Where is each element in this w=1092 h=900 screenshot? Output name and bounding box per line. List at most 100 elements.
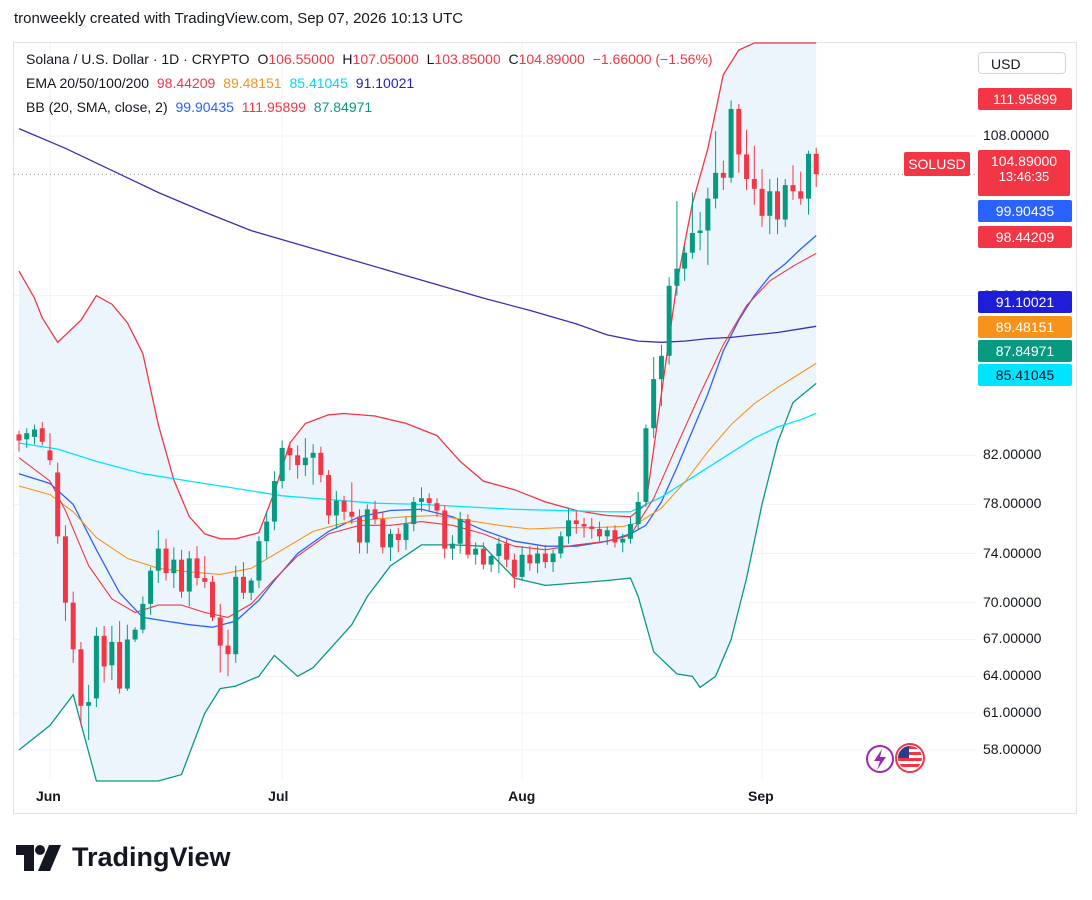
candle-body [341,500,347,512]
candle-body [148,570,154,604]
candle [658,344,664,407]
candle-body [612,530,618,543]
candle [194,546,200,586]
x-tick-label: Jul [268,788,289,804]
price-tag: 99.90435 [978,200,1072,222]
candle-body [24,433,30,440]
candle-body [271,481,277,522]
candle-body [426,498,432,504]
candle [279,440,285,489]
bb-fill [19,43,817,781]
chart-badges[interactable] [862,742,932,779]
price-tag: 87.84971 [978,340,1072,362]
bb-label: BB (20, SMA, close, 2) [26,99,168,115]
candle [302,438,308,477]
price-tag: 111.95899 [978,88,1072,110]
candle-body [635,501,641,525]
candle [550,549,556,572]
candle-body [798,191,804,199]
low-value: 103.85000 [434,51,501,67]
currency-selector[interactable]: USD [978,52,1066,74]
candle-body [357,516,363,543]
candle-body [101,635,107,667]
candle-body [333,500,339,516]
candle [233,565,239,663]
candle [248,578,254,601]
candle-body [418,498,424,502]
candle-body [163,548,169,574]
candle-body [480,548,486,565]
symbol-title: Solana / U.S. Dollar · 1D · CRYPTO [26,51,250,67]
candle-body [124,639,130,689]
candle [496,537,502,574]
candle-body [372,509,378,520]
brand[interactable]: TradingView [16,842,231,873]
y-tick-label: 108.00000 [983,127,1050,143]
candle [310,444,316,485]
price-tag: 85.41045 [978,364,1072,386]
candle-body [728,108,734,178]
candle-body [542,553,548,563]
candle-body [295,455,301,466]
candle [736,104,742,173]
candle-body [16,434,22,441]
candle-body [117,641,123,689]
candle [620,533,626,553]
candle [264,511,270,559]
bb-lower-line [18,382,817,782]
open-value: 106.55000 [268,51,335,67]
ema-legend[interactable]: EMA 20/50/100/200 98.44209 89.48151 85.4… [26,75,418,91]
candle-body [186,558,192,592]
candle [287,441,293,471]
lightning-icon [866,745,894,773]
candle [349,482,355,525]
candle [418,487,424,512]
candle [643,424,649,507]
candle [426,493,432,511]
candle [805,150,811,215]
change-value: −1.66000 (−1.56%) [592,51,713,67]
candle [148,567,154,615]
candle [202,555,208,588]
candle [597,521,602,542]
candle-body [651,379,657,429]
candle-body [535,553,541,564]
bb-legend[interactable]: BB (20, SMA, close, 2) 99.90435 111.9589… [26,99,376,115]
symbol-tag: SOLUSD [904,152,970,176]
candle [132,627,138,642]
candle [93,627,99,708]
candle [511,553,517,588]
candle [210,575,215,622]
candle [155,530,161,583]
candle [70,591,76,663]
price-tag: 98.44209 [978,226,1072,248]
candle-body [790,185,796,192]
candle [558,531,564,559]
candle [627,516,633,544]
candle-body [93,635,99,699]
candle-body [403,524,409,541]
candle [256,536,262,588]
candle [635,492,641,529]
candle-body [620,538,626,543]
candle [767,178,773,235]
candle-body [759,188,765,216]
candle [473,542,479,565]
candle-body [713,172,719,199]
candle [357,509,363,554]
candle [186,551,192,607]
low-label: L [426,51,435,67]
candle-body [519,554,525,577]
candle-body [47,450,53,461]
bb-upper-line [18,42,817,540]
candle-body [465,519,471,555]
candle [798,171,804,205]
ohlc-legend: Solana / U.S. Dollar · 1D · CRYPTO O106.… [26,51,717,67]
candle-body [287,447,293,456]
candle-body [527,554,533,564]
candle [480,542,486,570]
candle-body [558,536,564,554]
candle [271,471,277,531]
candle-body [217,617,223,646]
